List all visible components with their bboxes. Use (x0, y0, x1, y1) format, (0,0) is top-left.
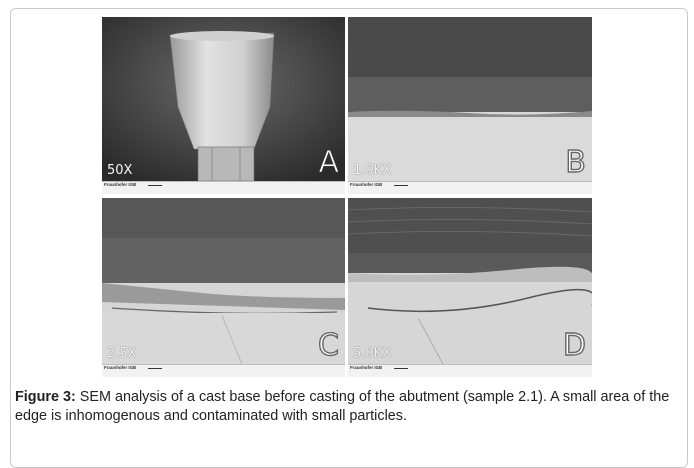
info-bar-brand: Fraunhofer IGB (104, 365, 137, 370)
figure-caption: Figure 3: SEM analysis of a cast base be… (15, 388, 675, 426)
panel-letter: C (317, 327, 339, 363)
magnification-label: 2.5X (107, 346, 137, 361)
panel-letter: A (318, 145, 340, 181)
panel-c: 2.5X C Fraunhofer IGB (102, 198, 345, 377)
sem-info-bar: Fraunhofer IGB (102, 364, 345, 377)
panel-letter: B (565, 144, 587, 180)
info-bar-brand: Fraunhofer IGB (350, 365, 383, 370)
magnification-label: 1.0KX (353, 163, 392, 178)
sem-figure: 50X A Fraunhofer IGB 1.0KX B Fraunhofer … (102, 17, 592, 377)
caption-label: Figure 3: (15, 389, 76, 405)
sem-info-bar: Fraunhofer IGB (348, 364, 592, 377)
scale-bar (148, 184, 163, 186)
panel-a: 50X A Fraunhofer IGB (102, 17, 345, 194)
sem-image-c (102, 198, 345, 364)
sem-info-bar: Fraunhofer IGB (348, 181, 592, 194)
panel-d: 5.0KX D Fraunhofer IGB (348, 198, 592, 377)
panel-b: 1.0KX B Fraunhofer IGB (348, 17, 592, 194)
info-bar-brand: Fraunhofer IGB (104, 182, 137, 187)
sem-info-bar: Fraunhofer IGB (102, 181, 345, 194)
sem-image-a (102, 17, 345, 181)
panel-letter: D (562, 327, 587, 363)
sem-image-d (348, 198, 592, 364)
scale-bar (394, 184, 409, 186)
magnification-label: 50X (107, 163, 133, 178)
sem-image-b (348, 17, 592, 181)
scale-bar (394, 367, 409, 369)
scale-bar (148, 367, 163, 369)
caption-text: SEM analysis of a cast base before casti… (15, 389, 670, 424)
info-bar-brand: Fraunhofer IGB (350, 182, 383, 187)
magnification-label: 5.0KX (353, 346, 392, 361)
